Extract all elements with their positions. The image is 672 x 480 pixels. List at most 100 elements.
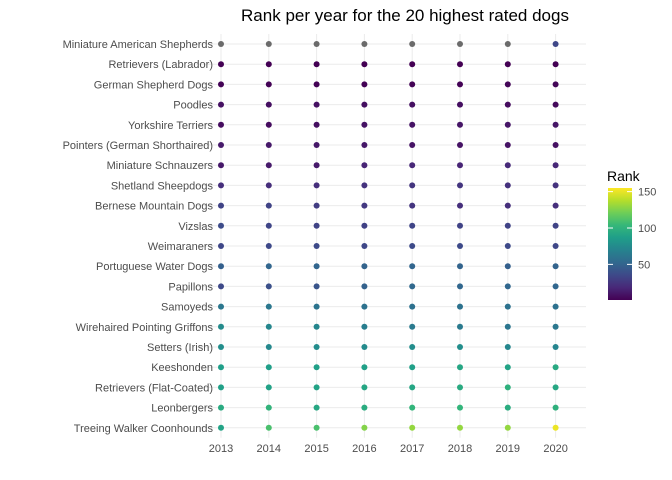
data-point: [361, 142, 368, 148]
data-point: [361, 222, 368, 229]
data-point: [218, 323, 224, 330]
data-point: [552, 222, 559, 229]
data-point: [409, 303, 416, 310]
y-tick-label: Weimaraners: [148, 241, 214, 253]
data-point: [409, 364, 416, 371]
data-point: [313, 162, 320, 169]
y-tick-label: Shetland Sheepdogs: [111, 180, 214, 192]
x-axis-labels: 2013 2014 2015 2016 2017 2018 2019 2020: [209, 443, 568, 455]
data-point: [361, 303, 368, 310]
data-point: [265, 142, 272, 148]
y-tick-label: Setters (Irish): [147, 342, 213, 354]
data-point: [265, 81, 272, 88]
data-point: [552, 121, 559, 128]
y-tick-label: Keeshonden: [151, 362, 213, 374]
data-point: [457, 364, 463, 371]
data-point: [218, 303, 224, 310]
y-tick-label: Miniature Schnauzers: [107, 160, 214, 172]
data-point: [504, 41, 511, 47]
data-point: [457, 283, 463, 290]
data-point: [265, 243, 272, 249]
data-point: [313, 142, 320, 148]
data-point: [504, 61, 511, 68]
data-point: [457, 344, 463, 350]
data-point: [552, 81, 559, 88]
data-point: [265, 202, 272, 209]
data-point: [313, 303, 320, 310]
data-point: [361, 364, 368, 371]
x-tick-label: 2018: [448, 443, 472, 455]
data-point: [409, 323, 416, 330]
data-point: [504, 283, 511, 290]
data-point: [265, 364, 272, 371]
data-point: [265, 61, 272, 68]
data-point: [457, 81, 463, 88]
data-point: [313, 182, 320, 189]
data-point: [457, 384, 463, 391]
y-tick-label: Yorkshire Terriers: [128, 120, 213, 132]
data-point: [313, 41, 320, 47]
data-point: [218, 243, 224, 249]
data-point: [552, 162, 559, 169]
data-point: [504, 121, 511, 128]
data-point: [409, 41, 416, 47]
data-point: [552, 303, 559, 310]
data-point: [361, 61, 368, 68]
data-point: [313, 81, 320, 88]
data-point: [409, 182, 416, 189]
data-point: [361, 41, 368, 47]
data-point: [218, 263, 224, 270]
data-point: [457, 222, 463, 229]
data-point: [457, 101, 463, 108]
data-point: [218, 344, 224, 350]
data-point: [218, 162, 224, 169]
data-point: [457, 323, 463, 330]
data-point: [361, 81, 368, 88]
data-point: [218, 81, 224, 88]
data-point: [265, 101, 272, 108]
data-point: [504, 142, 511, 148]
data-point: [457, 202, 463, 209]
data-point: [218, 424, 224, 431]
data-point: [504, 344, 511, 350]
legend-colorbar: [608, 188, 632, 300]
chart-title: Rank per year for the 20 highest rated d…: [241, 6, 569, 25]
data-point: [457, 162, 463, 169]
data-point: [457, 142, 463, 148]
data-point: [361, 182, 368, 189]
data-point: [313, 424, 320, 431]
x-tick-label: 2016: [352, 443, 376, 455]
y-tick-label: Miniature American Shepherds: [63, 39, 214, 51]
data-point: [409, 283, 416, 290]
data-point: [457, 243, 463, 249]
data-point: [504, 243, 511, 249]
x-tick-label: 2019: [496, 443, 520, 455]
data-point: [361, 101, 368, 108]
data-point: [552, 344, 559, 350]
data-point: [504, 404, 511, 411]
data-point: [265, 384, 272, 391]
data-point: [313, 243, 320, 249]
data-point: [361, 121, 368, 128]
data-point: [504, 384, 511, 391]
data-point: [218, 61, 224, 68]
data-point: [552, 384, 559, 391]
data-point: [552, 404, 559, 411]
data-point: [409, 384, 416, 391]
y-tick-label: German Shepherd Dogs: [94, 79, 214, 91]
data-point: [361, 162, 368, 169]
data-point: [265, 162, 272, 169]
data-point: [504, 364, 511, 371]
data-point: [218, 101, 224, 108]
data-point: [313, 344, 320, 350]
data-point: [265, 303, 272, 310]
data-point: [504, 303, 511, 310]
data-point: [409, 142, 416, 148]
data-point: [265, 283, 272, 290]
legend-tick-label: 50: [638, 259, 650, 271]
y-axis-labels: Miniature American Shepherds Retrievers (…: [63, 39, 214, 435]
y-tick-label: Retrievers (Labrador): [108, 59, 213, 71]
y-tick-label: Portuguese Water Dogs: [96, 261, 213, 273]
data-point: [409, 424, 416, 431]
